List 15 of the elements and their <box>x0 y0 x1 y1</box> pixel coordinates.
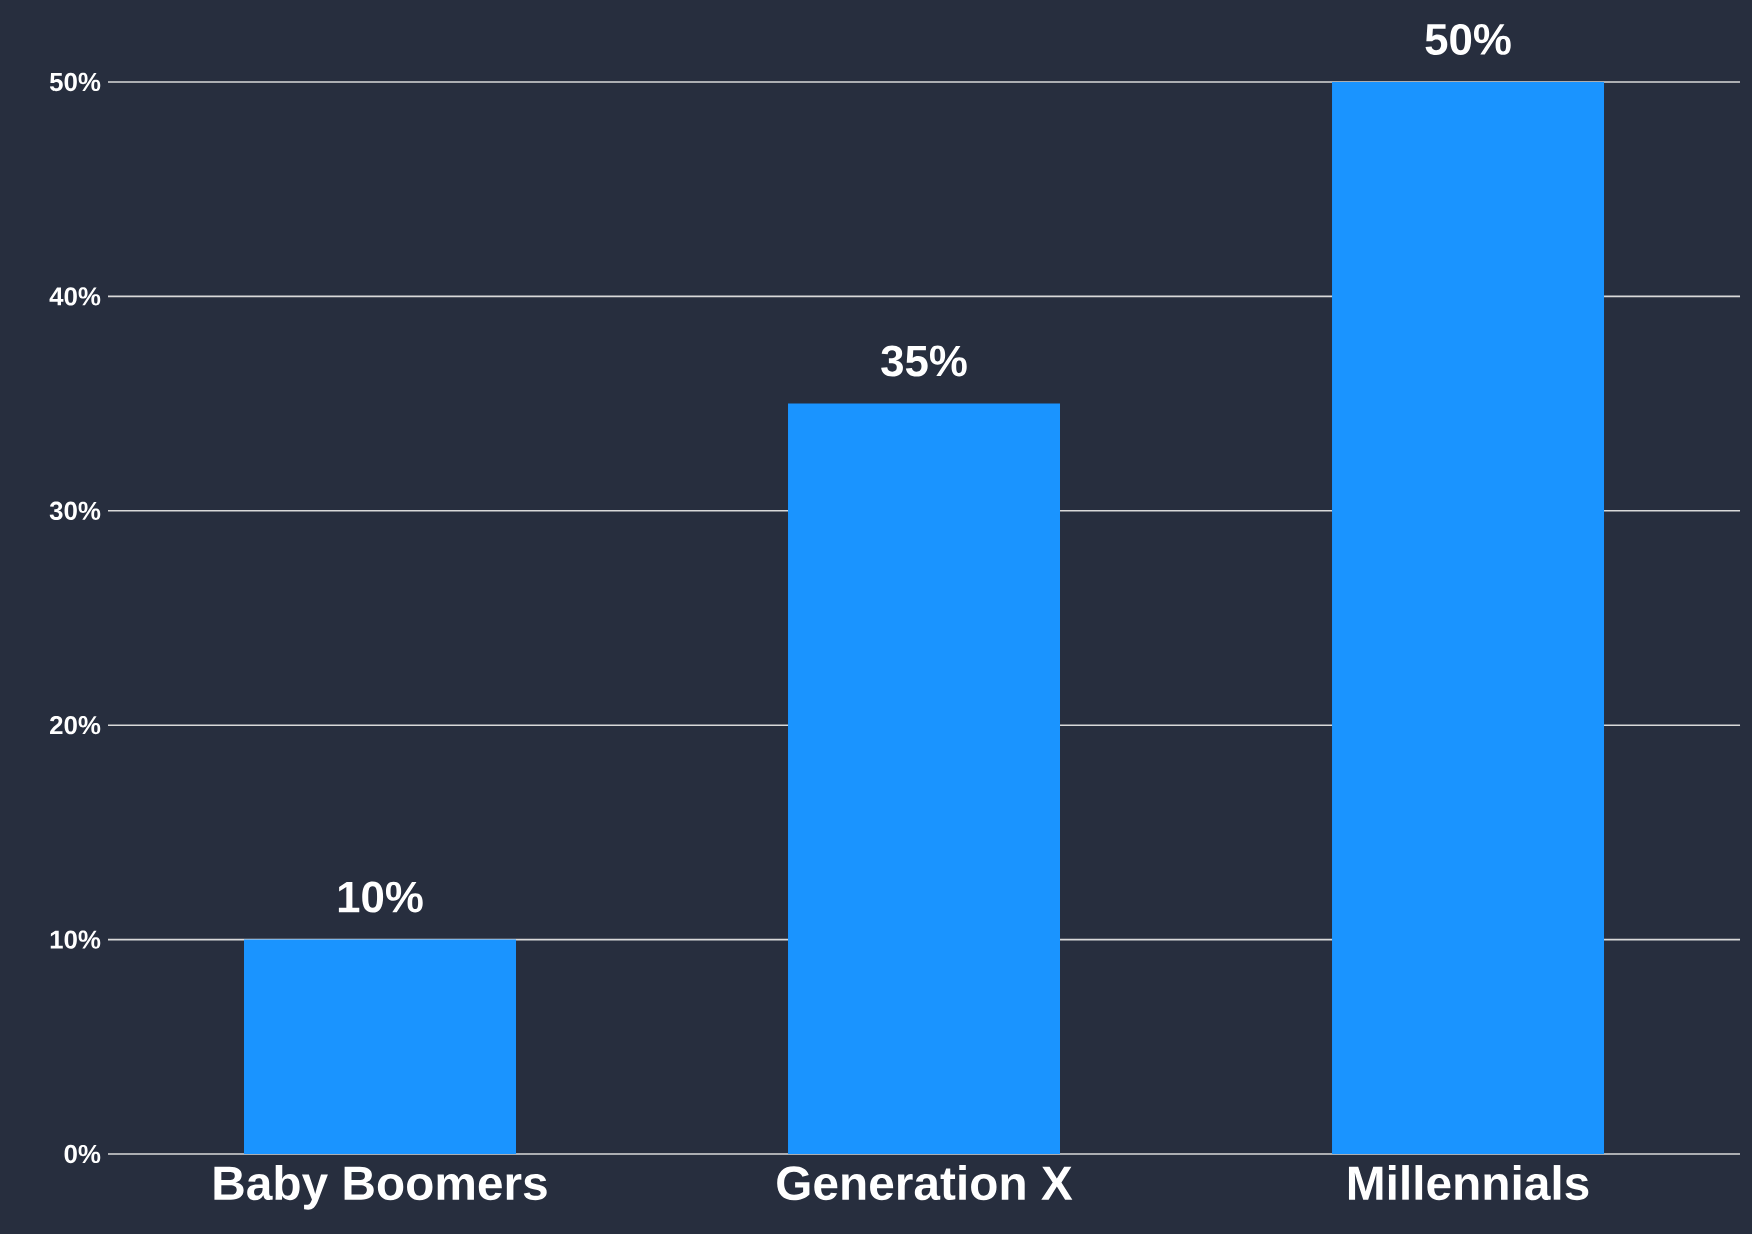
data-label: 10% <box>338 881 423 913</box>
y-tick-label: 10% <box>50 930 101 949</box>
y-tick-label: 0% <box>64 1144 101 1164</box>
bar <box>244 939 517 1154</box>
y-tick-label: 20% <box>50 716 101 735</box>
x-tick-label: Generation X <box>777 1165 1073 1201</box>
x-tick-label: Millennials <box>1348 1165 1589 1201</box>
bar <box>788 403 1061 1154</box>
y-tick-label: 50% <box>49 72 101 92</box>
x-tick-label: Baby Boomers <box>214 1165 547 1210</box>
data-label: 50% <box>1425 23 1511 55</box>
y-tick-label: 30% <box>49 501 101 520</box>
bar <box>1332 81 1605 1154</box>
y-tick-label: 40% <box>49 287 101 306</box>
data-label: 35% <box>881 345 967 377</box>
